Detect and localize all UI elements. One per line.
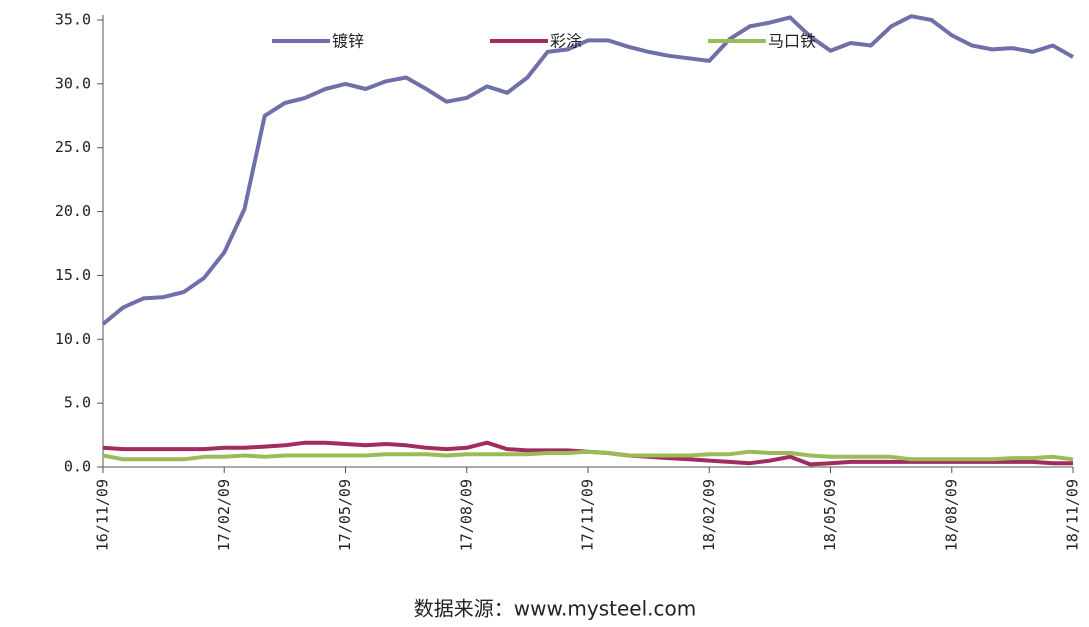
legend-label: 马口铁 xyxy=(768,32,816,51)
x-tick-label: 18/02/09 xyxy=(700,479,718,551)
y-tick-label: 0.0 xyxy=(64,458,91,476)
y-tick-label: 5.0 xyxy=(64,394,91,412)
y-tick-label: 20.0 xyxy=(55,202,91,220)
legend-label: 彩涂 xyxy=(550,32,582,51)
x-tick-label: 18/11/09 xyxy=(1064,479,1082,551)
y-tick-label: 10.0 xyxy=(55,330,91,348)
series-line xyxy=(101,14,1074,326)
series-line xyxy=(102,449,1074,462)
y-tick-label: 30.0 xyxy=(55,74,91,92)
x-tick-label: 18/08/09 xyxy=(942,479,960,551)
y-tick-label: 25.0 xyxy=(55,138,91,156)
x-tick-label: 17/11/09 xyxy=(579,479,597,551)
x-tick-label: 17/08/09 xyxy=(457,479,475,551)
legend-label: 镀锌 xyxy=(332,32,364,51)
x-tick-label: 17/02/09 xyxy=(215,479,233,551)
source-note: 数据来源：www.mysteel.com xyxy=(414,597,696,621)
x-tick-label: 17/05/09 xyxy=(336,479,354,551)
x-tick-label: 16/11/09 xyxy=(94,479,112,551)
x-tick-label: 18/05/09 xyxy=(821,479,839,551)
y-tick-label: 15.0 xyxy=(55,266,91,284)
y-tick-label: 35.0 xyxy=(55,11,91,29)
